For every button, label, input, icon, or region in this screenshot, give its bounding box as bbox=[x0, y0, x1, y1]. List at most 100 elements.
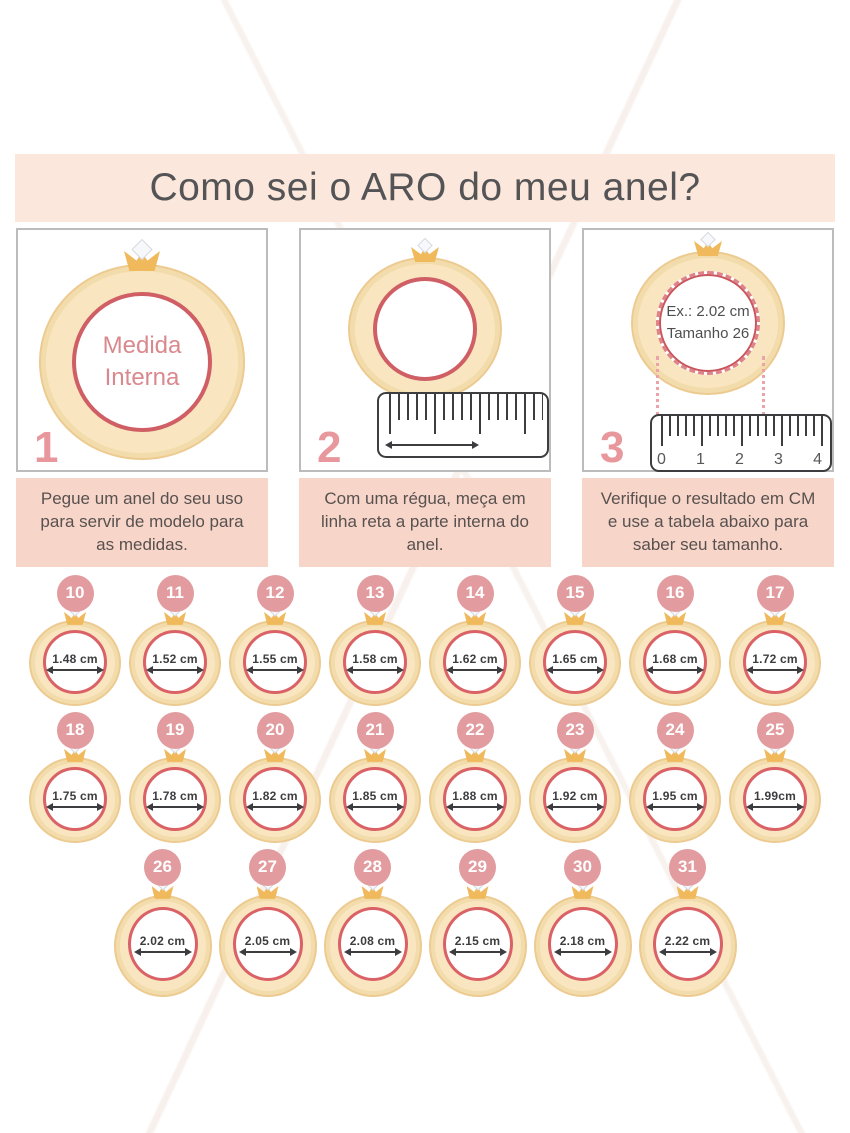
size-row-3: 26 2.02 cm 27 2.05 cm bbox=[0, 848, 850, 999]
diameter-arrow-icon bbox=[46, 666, 104, 675]
diamond-icon bbox=[131, 238, 153, 261]
ring-inner-measure: 2.15 cm bbox=[442, 906, 513, 981]
size-ring-illustration: 2.08 cm bbox=[321, 879, 425, 999]
diameter-arrow-icon bbox=[448, 948, 507, 957]
ring-head bbox=[361, 742, 389, 762]
ring-head bbox=[61, 742, 89, 762]
diameter-value: 2.08 cm bbox=[349, 934, 396, 949]
ring-head bbox=[361, 605, 389, 625]
size-number-badge: 19 bbox=[156, 711, 194, 749]
ring-head bbox=[464, 879, 492, 899]
ring-inner-measure: 1.65 cm bbox=[543, 629, 607, 694]
size-cell: 28 2.08 cm bbox=[320, 848, 425, 999]
diameter-arrow-icon bbox=[146, 666, 204, 675]
diameter-value: 2.15 cm bbox=[454, 934, 501, 949]
size-number-badge: 13 bbox=[356, 574, 394, 612]
ring-inner-measure: 2.22 cm bbox=[652, 906, 723, 981]
size-number-badge: 14 bbox=[456, 574, 494, 612]
size-cell: 27 2.05 cm bbox=[215, 848, 320, 999]
ring-head bbox=[661, 742, 689, 762]
diamond-icon bbox=[417, 237, 433, 254]
size-table: 10 1.48 cm 11 1.52 cm bbox=[0, 574, 850, 999]
size-cell: 16 1.68 cm bbox=[625, 574, 725, 707]
ring-head bbox=[61, 605, 89, 625]
ruler-major-ticks bbox=[661, 416, 824, 446]
ring-head bbox=[120, 238, 164, 271]
measure-arrow-icon bbox=[385, 441, 479, 449]
size-cell: 14 1.62 cm bbox=[425, 574, 525, 707]
steps-row: Medida Interna 1 2 bbox=[16, 228, 834, 472]
ring-head bbox=[569, 879, 597, 899]
diameter-value: 1.55 cm bbox=[252, 652, 298, 667]
size-cell: 29 2.15 cm bbox=[425, 848, 530, 999]
diameter-value: 2.18 cm bbox=[559, 934, 606, 949]
diameter-value: 2.22 cm bbox=[664, 934, 711, 949]
ring-inner-measure: 1.55 cm bbox=[243, 629, 307, 694]
diameter-value: 1.99cm bbox=[754, 789, 796, 804]
ring-inner-measure: 1.72 cm bbox=[743, 629, 807, 694]
ring-inner-measure: 1.75 cm bbox=[43, 766, 107, 831]
size-number-badge: 21 bbox=[356, 711, 394, 749]
diameter-arrow-icon bbox=[238, 948, 297, 957]
diamond-icon bbox=[700, 231, 716, 248]
size-cell: 17 1.72 cm bbox=[725, 574, 825, 707]
ring-head bbox=[674, 879, 702, 899]
size-ring-illustration: 1.68 cm bbox=[627, 605, 723, 707]
size-cell: 18 1.75 cm bbox=[25, 711, 125, 844]
ring-inner-measure: Ex.: 2.02 cm Tamanho 26 bbox=[656, 271, 760, 375]
size-ring-illustration: 2.15 cm bbox=[426, 879, 530, 999]
diameter-arrow-icon bbox=[246, 666, 304, 675]
size-number-badge: 12 bbox=[256, 574, 294, 612]
size-cell: 20 1.82 cm bbox=[225, 711, 325, 844]
size-ring-illustration: 2.22 cm bbox=[636, 879, 740, 999]
size-ring-illustration: 2.05 cm bbox=[216, 879, 320, 999]
diameter-value: 1.48 cm bbox=[52, 652, 98, 667]
size-ring-illustration: 1.48 cm bbox=[27, 605, 123, 707]
size-number-badge: 26 bbox=[144, 848, 181, 886]
size-cell: 21 1.85 cm bbox=[325, 711, 425, 844]
ring-inner-measure: 2.08 cm bbox=[337, 906, 408, 981]
diameter-value: 1.82 cm bbox=[252, 789, 298, 804]
ring-head bbox=[261, 605, 289, 625]
size-ring-illustration: 2.02 cm bbox=[111, 879, 215, 999]
size-ring-illustration: 1.78 cm bbox=[127, 742, 223, 844]
diameter-value: 1.75 cm bbox=[52, 789, 98, 804]
ring-head bbox=[161, 605, 189, 625]
ring-head bbox=[661, 605, 689, 625]
step-caption-2: Com uma régua, meça em linha reta a part… bbox=[299, 478, 551, 567]
size-ring-illustration: 1.85 cm bbox=[327, 742, 423, 844]
diameter-arrow-icon bbox=[346, 666, 404, 675]
ring-inner-measure: 1.85 cm bbox=[343, 766, 407, 831]
size-cell: 23 1.92 cm bbox=[525, 711, 625, 844]
diameter-arrow-icon bbox=[446, 803, 504, 812]
ring-inner-measure: 1.48 cm bbox=[43, 629, 107, 694]
ring-head bbox=[561, 605, 589, 625]
ring-inner-measure: Medida Interna bbox=[72, 292, 212, 432]
title-banner: Como sei o ARO do meu anel? bbox=[15, 154, 835, 222]
size-ring-illustration: 1.52 cm bbox=[127, 605, 223, 707]
diameter-arrow-icon bbox=[546, 803, 604, 812]
size-ring-illustration: 2.18 cm bbox=[531, 879, 635, 999]
size-number-badge: 15 bbox=[556, 574, 594, 612]
ring-head bbox=[359, 879, 387, 899]
size-ring-illustration: 1.95 cm bbox=[627, 742, 723, 844]
ruler-label-3: 3 bbox=[774, 451, 783, 468]
size-ring-illustration: 1.92 cm bbox=[527, 742, 623, 844]
diameter-value: 1.92 cm bbox=[552, 789, 598, 804]
diameter-value: 1.58 cm bbox=[352, 652, 398, 667]
diameter-arrow-icon bbox=[446, 666, 504, 675]
page-title: Como sei o ARO do meu anel? bbox=[149, 166, 701, 209]
size-number-badge: 30 bbox=[564, 848, 601, 886]
size-ring-illustration: 1.62 cm bbox=[427, 605, 523, 707]
step-number-1: 1 bbox=[34, 423, 59, 472]
ring-inner-measure: 2.02 cm bbox=[127, 906, 198, 981]
diameter-arrow-icon bbox=[546, 666, 604, 675]
size-cell: 24 1.95 cm bbox=[625, 711, 725, 844]
dotted-guide-line-left bbox=[656, 356, 659, 416]
ruler-scale-labels: 0 1 2 3 4 bbox=[657, 451, 822, 469]
ruler-illustration-numbered: 0 1 2 3 4 bbox=[650, 414, 832, 472]
size-number-badge: 27 bbox=[249, 848, 286, 886]
size-cell: 22 1.88 cm bbox=[425, 711, 525, 844]
ring-inner-measure: 1.62 cm bbox=[443, 629, 507, 694]
